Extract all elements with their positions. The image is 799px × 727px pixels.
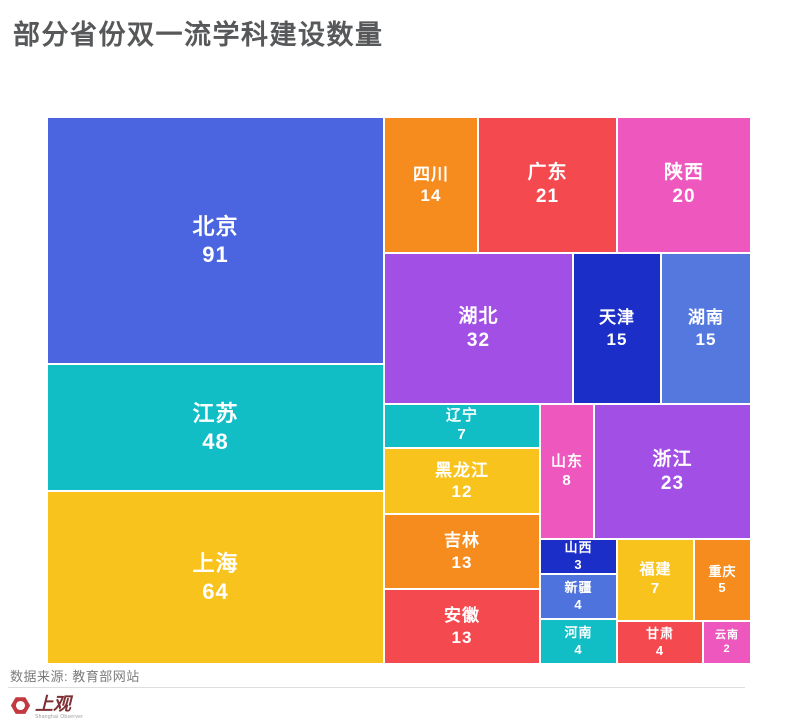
- treemap: 北京 91 江苏 48 上海 64 四川 14 广东 21 陕西 20 湖北 32 天津 15 湖南 15 辽宁 7 黑…: [48, 118, 750, 663]
- treemap-cell-sichuan: 四川 14: [385, 118, 477, 252]
- cell-value-label: 7: [650, 580, 661, 597]
- cell-value-label: 4: [574, 596, 583, 612]
- cell-value-label: 21: [535, 186, 560, 207]
- publisher-logo: 上观 Shanghai Observer: [10, 695, 83, 720]
- cell-region-label: 吉林: [444, 531, 480, 551]
- treemap-cell-shanghai: 上海 64: [48, 492, 383, 663]
- cell-region-label: 辽宁: [445, 407, 478, 425]
- treemap-cell-shanxi: 山西 3: [541, 540, 616, 573]
- cell-region-label: 山西: [564, 540, 593, 556]
- treemap-cell-hubei: 湖北 32: [385, 254, 572, 403]
- cell-value-label: 3: [574, 556, 583, 572]
- treemap-cell-liaoning: 辽宁 7: [385, 405, 539, 447]
- treemap-cell-heilongjiang: 黑龙江 12: [385, 449, 539, 513]
- treemap-cell-zhejiang: 浙江 23: [595, 405, 750, 538]
- cell-value-label: 4: [574, 641, 583, 657]
- treemap-cell-chongqing: 重庆 5: [695, 540, 750, 620]
- chart-title: 部分省份双一流学科建设数量: [13, 20, 384, 50]
- treemap-cell-xinjiang: 新疆 4: [541, 575, 616, 618]
- cell-value-label: 64: [202, 578, 229, 604]
- cell-value-label: 23: [660, 472, 685, 494]
- cell-region-label: 广东: [527, 162, 568, 184]
- treemap-cell-shandong: 山东 8: [541, 405, 593, 538]
- cell-value-label: 48: [202, 428, 229, 454]
- cell-value-label: 4: [655, 642, 665, 658]
- treemap-cell-yunnan: 云南 2: [704, 622, 750, 663]
- cell-value-label: 13: [451, 627, 473, 647]
- cell-value-label: 15: [606, 329, 628, 349]
- cell-value-label: 2: [723, 642, 731, 655]
- cell-region-label: 天津: [599, 308, 635, 328]
- cell-region-label: 湖北: [458, 305, 499, 327]
- treemap-cell-shaanxi: 陕西 20: [618, 118, 750, 252]
- cell-value-label: 15: [695, 329, 717, 349]
- cell-value-label: 12: [451, 482, 473, 501]
- hexagon-ring-logo-icon: [10, 697, 31, 714]
- cell-region-label: 黑龙江: [435, 460, 489, 480]
- footer-divider: [8, 687, 745, 688]
- treemap-cell-jilin: 吉林 13: [385, 515, 539, 588]
- cell-region-label: 重庆: [708, 563, 737, 579]
- treemap-cell-fujian: 福建 7: [618, 540, 693, 620]
- cell-value-label: 13: [451, 552, 473, 572]
- cell-value-label: 32: [466, 329, 491, 351]
- cell-region-label: 江苏: [192, 401, 239, 426]
- cell-region-label: 山东: [550, 452, 583, 470]
- logo-text-group: 上观 Shanghai Observer: [35, 695, 83, 720]
- cell-region-label: 甘肃: [645, 626, 674, 642]
- cell-value-label: 91: [202, 241, 229, 267]
- cell-region-label: 湖南: [688, 308, 724, 328]
- treemap-cell-tianjin: 天津 15: [574, 254, 660, 403]
- treemap-cell-gansu: 甘肃 4: [618, 622, 702, 663]
- cell-value-label: 7: [457, 426, 467, 443]
- treemap-cell-hunan: 湖南 15: [662, 254, 750, 403]
- treemap-cell-beijing: 北京 91: [48, 118, 383, 363]
- cell-value-label: 5: [718, 580, 727, 595]
- treemap-cell-guangdong: 广东 21: [479, 118, 616, 252]
- cell-value-label: 20: [672, 186, 696, 207]
- cell-region-label: 北京: [192, 214, 239, 239]
- cell-region-label: 四川: [413, 164, 449, 184]
- logo-text: 上观: [35, 694, 71, 714]
- cell-region-label: 福建: [639, 561, 672, 579]
- cell-value-label: 8: [562, 471, 572, 489]
- cell-region-label: 浙江: [652, 448, 693, 470]
- cell-region-label: 上海: [192, 551, 239, 576]
- treemap-cell-jiangsu: 江苏 48: [48, 365, 383, 490]
- cell-region-label: 安徽: [444, 606, 480, 626]
- data-source-note: 数据来源: 教育部网站: [10, 669, 140, 684]
- cell-region-label: 新疆: [564, 580, 593, 596]
- logo-subtext: Shanghai Observer: [35, 713, 84, 720]
- cell-region-label: 陕西: [663, 162, 704, 184]
- cell-value-label: 14: [420, 186, 442, 205]
- treemap-cell-henan: 河南 4: [541, 620, 616, 663]
- cell-region-label: 云南: [715, 628, 739, 641]
- treemap-cell-anhui: 安徽 13: [385, 590, 539, 663]
- cell-region-label: 河南: [564, 625, 593, 641]
